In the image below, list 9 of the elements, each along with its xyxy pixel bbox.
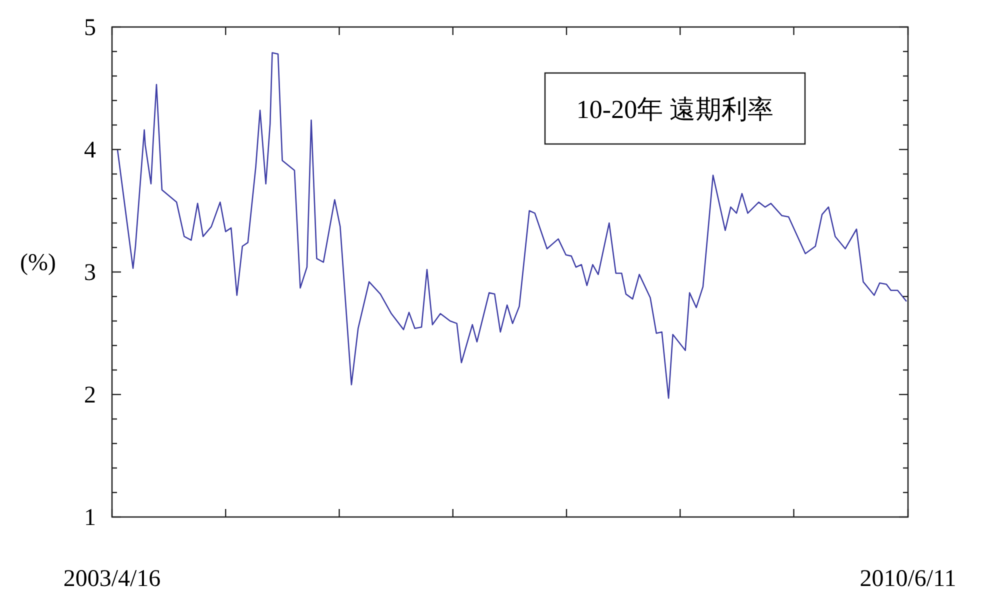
y-axis-title: (%) [20, 250, 56, 276]
y-tick-label: 5 [84, 15, 96, 41]
y-tick-label: 2 [84, 382, 96, 408]
x-tick-label: 2003/4/16 [63, 566, 161, 592]
x-tick-label: 2010/6/11 [860, 566, 956, 592]
y-tick-label: 1 [84, 505, 96, 531]
title-box: 10-20年 遠期利率 [544, 72, 806, 145]
y-tick-label: 3 [84, 260, 96, 286]
y-tick-label: 4 [84, 138, 96, 164]
